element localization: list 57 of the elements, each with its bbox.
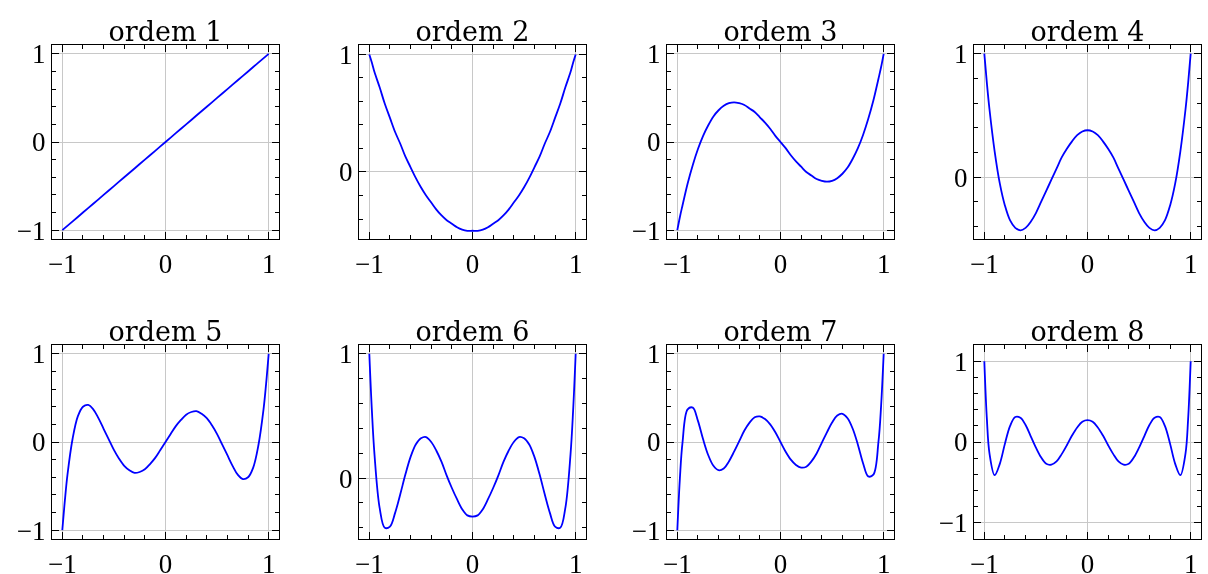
chart-title: ordem 2: [415, 16, 530, 47]
x-tick-label: −1: [354, 548, 384, 574]
chart-title: ordem 8: [1030, 316, 1145, 347]
y-tick-label: 1: [338, 339, 353, 370]
y-tick-label: 0: [338, 157, 353, 188]
x-tick-label: 1: [1183, 248, 1198, 279]
y-tick-label: −1: [631, 515, 661, 546]
y-tick-label: 0: [31, 127, 46, 158]
x-tick-label: 1: [876, 248, 891, 279]
x-tick-label: 0: [158, 548, 173, 574]
chart-title: ordem 6: [415, 316, 530, 347]
x-tick-label: 1: [876, 548, 891, 574]
y-tick-label: 1: [31, 339, 46, 370]
chart-title: ordem 5: [108, 316, 223, 347]
line-series: [61, 352, 270, 532]
x-tick-label: 0: [465, 248, 480, 279]
y-tick-label: 1: [953, 346, 968, 377]
y-tick-label: 1: [646, 39, 661, 70]
x-tick-label: 1: [568, 248, 583, 279]
x-tick-label: 0: [773, 248, 788, 279]
x-tick-label: 1: [261, 248, 276, 279]
x-tick-label: 0: [158, 248, 173, 279]
y-tick-label: 0: [338, 463, 353, 494]
x-tick-label: 0: [1080, 248, 1095, 279]
x-tick-label: −1: [662, 548, 692, 574]
chart-title: ordem 1: [108, 16, 223, 47]
x-tick-label: −1: [47, 548, 77, 574]
chart-title: ordem 4: [1030, 16, 1145, 47]
x-tick-label: 0: [1080, 548, 1095, 574]
y-tick-label: 0: [953, 427, 968, 458]
line-series: [983, 52, 1192, 232]
x-tick-label: 0: [465, 548, 480, 574]
y-tick-label: 0: [646, 427, 661, 458]
y-tick-label: 1: [338, 39, 353, 70]
y-tick-label: 1: [646, 339, 661, 370]
y-tick-label: −1: [938, 508, 968, 539]
y-tick-label: −1: [631, 215, 661, 246]
y-tick-label: −1: [16, 215, 46, 246]
x-tick-label: 1: [1183, 548, 1198, 574]
x-tick-label: 1: [568, 548, 583, 574]
y-tick-label: 0: [31, 427, 46, 458]
y-tick-label: 1: [31, 39, 46, 70]
chart-title: ordem 7: [723, 316, 838, 347]
y-tick-label: 0: [953, 162, 968, 193]
line-series: [983, 360, 1192, 477]
y-tick-label: 1: [953, 39, 968, 70]
line-series: [676, 352, 885, 532]
line-series: [676, 52, 885, 232]
line-series: [61, 52, 270, 232]
chart-title: ordem 3: [723, 16, 838, 47]
line-series: [368, 352, 577, 529]
x-tick-label: 1: [261, 548, 276, 574]
line-series: [368, 53, 577, 232]
y-tick-label: −1: [16, 515, 46, 546]
x-tick-label: −1: [969, 548, 999, 574]
x-tick-label: 0: [773, 548, 788, 574]
y-tick-label: 0: [646, 127, 661, 158]
